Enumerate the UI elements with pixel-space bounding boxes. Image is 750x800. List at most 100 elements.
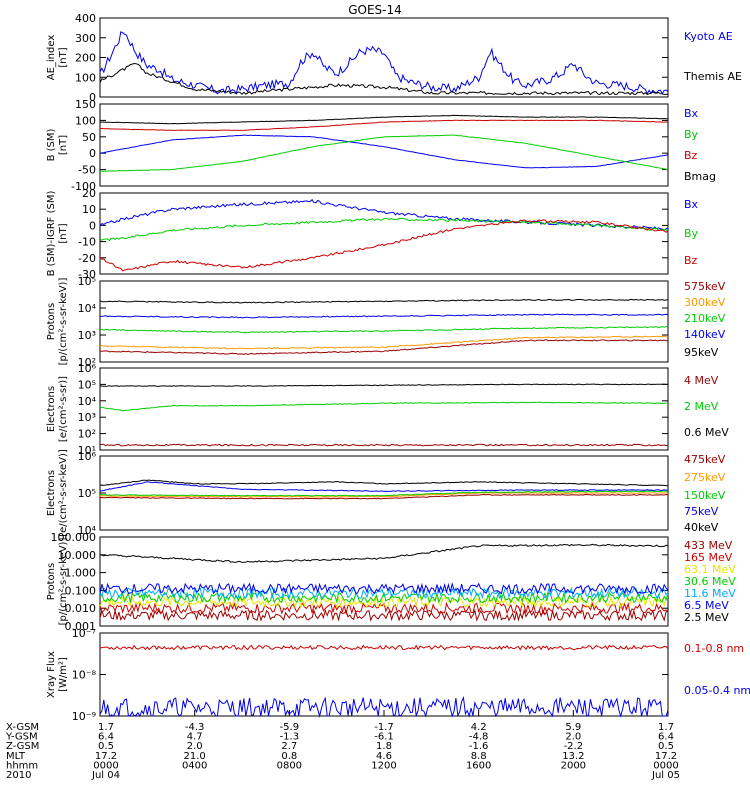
x-row-value: -4.8: [469, 732, 489, 743]
x-row-value: 17.2: [655, 751, 677, 762]
y-tick-label: 10⁵: [78, 487, 96, 500]
legend-entry: 95keV: [684, 346, 719, 359]
x-row-value: -4.3: [185, 722, 205, 733]
legend-entry: 0.05-0.4 nm: [684, 684, 750, 697]
legend-entry: 4 MeV: [684, 374, 719, 387]
panel-7: 0.001 0.010 0.100 1.000 10.000 100.000 Protons…: [46, 531, 736, 633]
series-line-75keV: [99, 481, 669, 492]
legend-entry: 6.5 MeV: [684, 599, 729, 612]
y-tick-label: 0: [89, 147, 96, 160]
x-row-value: 17.2: [95, 751, 117, 762]
series-line-6-5-MeV: [99, 582, 669, 595]
y-tick-label: 100: [75, 71, 96, 84]
x-row-value: 0800: [277, 760, 302, 771]
x-row-value: -1.3: [280, 732, 300, 743]
panel-3: -30 -20 -10 0 10 20 B (SM)-IGRF (SM) [nT] Bx By Bz: [46, 187, 699, 281]
series-line-433-MeV: [99, 608, 669, 622]
series-line-Bz: [99, 219, 669, 272]
x-row-value: 0.5: [98, 741, 114, 752]
y-axis-label: Electrons: [46, 470, 57, 516]
x-row-value: -6.1: [374, 732, 394, 743]
legend-entry: Themis AE: [683, 70, 742, 83]
y-tick-label: 50: [82, 131, 96, 144]
x-row-label: X-GSM: [6, 722, 39, 733]
series-line-Bx: [99, 134, 669, 169]
y-axis-label: Protons: [46, 563, 57, 600]
x-row-value: 0.5: [658, 741, 674, 752]
series-line-30-6-MeV: [99, 591, 669, 604]
y-axis-label: B (SM): [46, 128, 57, 161]
x-row-value: 0400: [182, 760, 207, 771]
x-row-label: hhmm: [6, 760, 38, 771]
legend-entry: By: [684, 227, 699, 240]
y-tick-label: 10⁴: [78, 302, 97, 315]
y-tick-label: 10: [82, 203, 96, 216]
panel-frame: [99, 632, 669, 717]
legend-entry: 30.6 MeV: [684, 575, 736, 588]
x-row-value: 0000: [93, 760, 118, 771]
y-tick-label: -50: [78, 164, 96, 177]
series-line-0-6-MeV: [99, 383, 669, 387]
legend-entry: Bmag: [684, 170, 716, 183]
legend-entry: 2 MeV: [684, 400, 719, 413]
series-line-95keV: [99, 298, 668, 304]
x-row-value: 1.8: [376, 741, 392, 752]
series-line-275keV: [99, 492, 669, 498]
y-tick-label: 10⁵: [78, 275, 96, 288]
series-line-Bz: [100, 119, 669, 131]
y-axis-label: [W/m²]: [58, 657, 69, 692]
y-tick-label: 20: [82, 187, 96, 200]
panel-frame: [99, 192, 669, 275]
x-row-value: 1.7: [98, 722, 114, 733]
x-row-value: -5.9: [280, 722, 300, 733]
y-tick-label: 10¹: [78, 444, 96, 457]
y-axis-label: [e/(cm²-s-sr-keV)]: [58, 449, 69, 537]
x-row-value: 1600: [466, 760, 491, 771]
panel-frame: [99, 536, 669, 627]
x-row-value: 0000: [653, 760, 678, 771]
y-tick-label: 10²: [78, 428, 96, 441]
legend-entry: Bz: [684, 254, 698, 267]
x-row-value: Jul 05: [651, 770, 680, 781]
y-tick-label: 10⁵: [78, 378, 96, 391]
x-row-value: -1.6: [469, 741, 489, 752]
panel-2: -100 -50 0 50 100 150 B (SM) [nT] Bx By Bz Bmag: [46, 98, 716, 193]
legend-entry: By: [684, 128, 699, 141]
x-row-label: MLT: [6, 751, 26, 762]
x-row-value: 0.8: [281, 751, 297, 762]
legend-entry: 63.1 MeV: [684, 563, 736, 576]
x-row-value: Jul 04: [91, 770, 120, 781]
x-row-value: -1.7: [374, 722, 394, 733]
y-tick-label: 150: [75, 98, 96, 111]
x-row-value: 2.0: [565, 732, 581, 743]
panel-frame: [99, 103, 669, 187]
panel-frame: [99, 17, 669, 98]
series-line-0-05-0-4-nm: [99, 696, 669, 718]
x-row-value: 2000: [561, 760, 586, 771]
legend-entry: 300keV: [684, 296, 726, 309]
x-row-label: 2010: [6, 770, 31, 781]
legend-entry: 0.1-0.8 nm: [684, 642, 744, 655]
legend-entry: 2.5 MeV: [684, 611, 729, 624]
y-axis-label: [p/(cm²-s-sr-keV)]: [58, 278, 69, 366]
y-tick-label: 10⁻⁸: [72, 669, 97, 682]
x-row-value: 1200: [371, 760, 396, 771]
y-tick-label: 0: [89, 91, 96, 104]
x-row-value: 6.4: [98, 732, 114, 743]
y-tick-label: 10²: [78, 356, 96, 369]
y-tick-label: -30: [78, 268, 96, 281]
y-tick-label: 300: [75, 32, 96, 45]
legend-entry: 75keV: [684, 505, 719, 518]
series-line-Bmag: [100, 114, 668, 125]
y-axis-label: [p/(cm²-s-sr-keV)]: [58, 538, 69, 626]
panel-1: 0 100 200 300 400 AE_index [nT] Kyoto AE Themis …: [46, 12, 742, 104]
x-row-value: 4.6: [376, 751, 392, 762]
legend-entry: 150keV: [684, 489, 726, 502]
legend-entry: Kyoto AE: [684, 30, 733, 43]
series-line-150keV: [99, 490, 669, 497]
chart-title: GOES-14: [348, 3, 402, 17]
x-row-value: 4.2: [471, 722, 487, 733]
y-tick-label: 10⁶: [78, 450, 97, 463]
